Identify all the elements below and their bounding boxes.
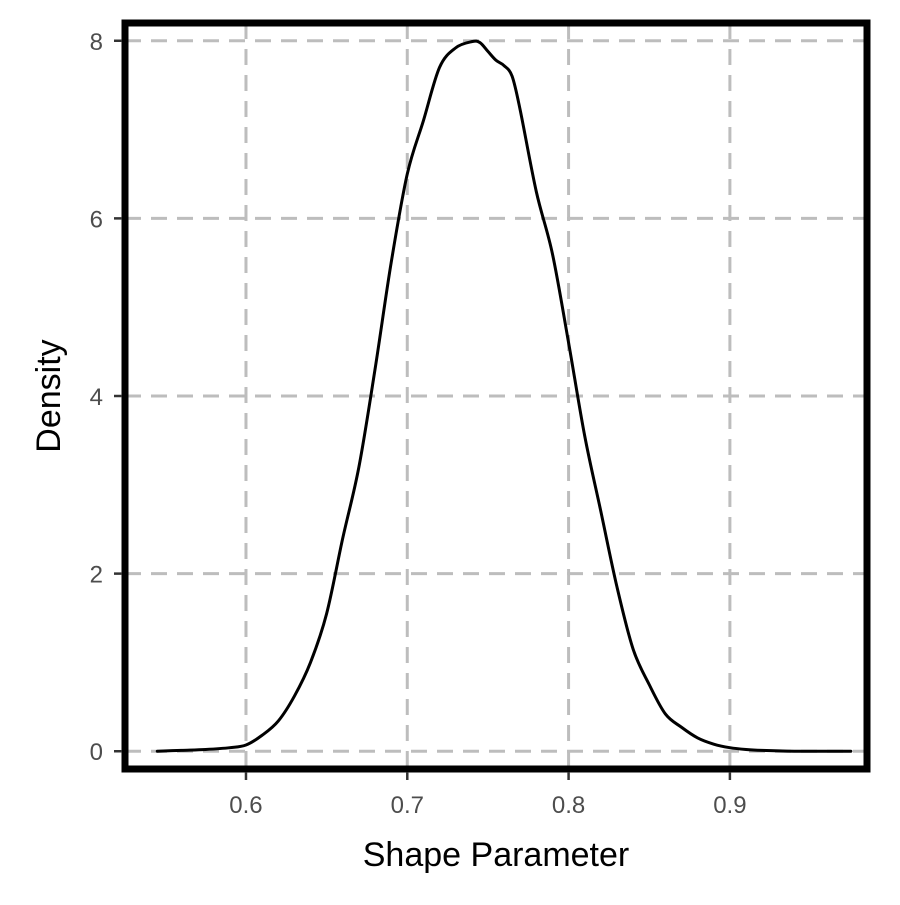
density-series [155,39,853,753]
y-axis-title: Density [30,339,68,452]
y-axis: 0 2 4 6 8 [90,29,122,766]
y-tick-label: 8 [90,29,103,56]
panel-border [121,19,871,773]
y-tick-label: 6 [90,206,103,233]
y-tick-label: 4 [90,384,103,411]
x-tick-label: 0.8 [552,792,585,819]
x-axis-title: Shape Parameter [363,836,630,874]
y-tick-label: 2 [90,562,103,589]
density-curve [155,39,853,753]
x-axis: 0.6 0.7 0.8 0.9 [229,772,747,819]
x-tick-label: 0.9 [713,792,746,819]
y-tick-label: 0 [90,739,103,766]
x-tick-label: 0.7 [391,792,424,819]
x-tick-label: 0.6 [229,792,262,819]
major-grid [125,23,867,769]
